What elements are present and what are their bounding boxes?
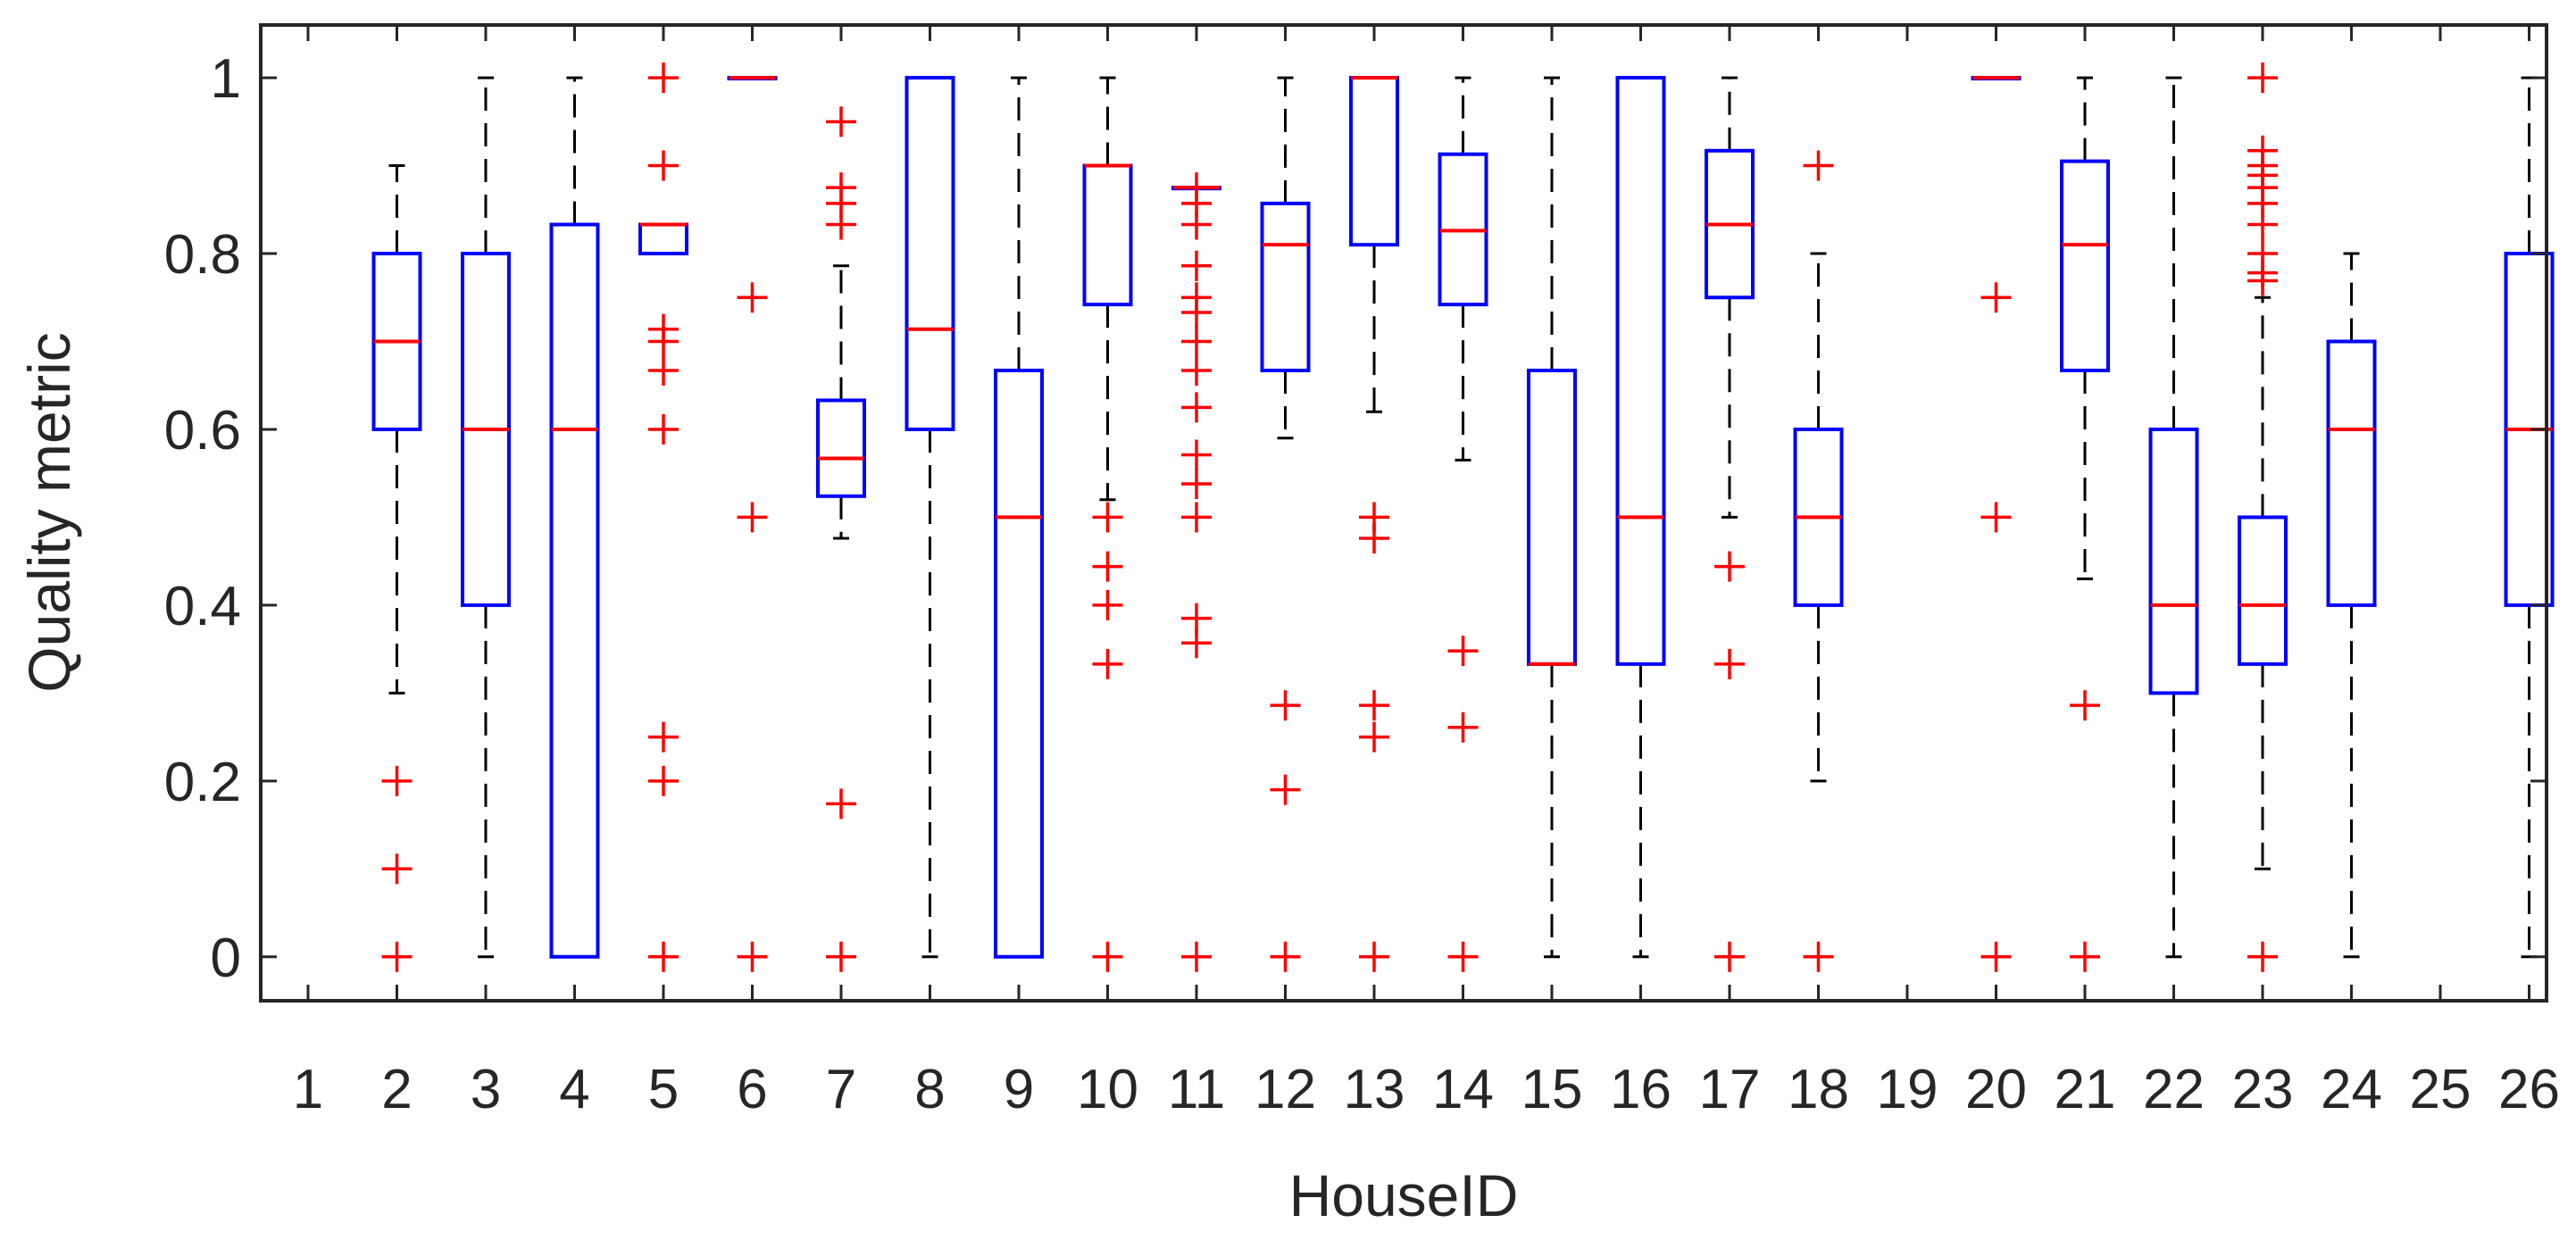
box [1615, 76, 1666, 666]
x-tick-label: 15 [1521, 1059, 1583, 1120]
box-group-14 [1438, 76, 1488, 972]
box-group-6 [727, 76, 778, 972]
box-group-8 [905, 76, 955, 959]
y-tick-label: 0 [211, 928, 241, 989]
box [1260, 201, 1311, 372]
box-group-4 [549, 76, 600, 959]
box-group-18 [1793, 150, 1844, 972]
y-axis-label: Quality metric [16, 332, 82, 692]
box-group-26 [2504, 76, 2555, 959]
x-axis-label: HouseID [1289, 1162, 1519, 1228]
box-group-23 [2238, 62, 2288, 972]
box [2148, 427, 2199, 695]
x-tick-label: 7 [826, 1059, 856, 1120]
box-group-9 [994, 76, 1044, 959]
box-group-5 [638, 62, 688, 972]
box [2326, 339, 2377, 607]
x-tick-label: 13 [1344, 1059, 1405, 1120]
x-tick-label: 10 [1077, 1059, 1138, 1120]
x-tick-label: 6 [737, 1059, 767, 1120]
x-tick-label: 16 [1610, 1059, 1671, 1120]
x-tick-label: 26 [2498, 1059, 2560, 1120]
y-tick-label: 0.8 [164, 224, 241, 286]
box-group-22 [2148, 76, 2199, 959]
box-group-11 [1171, 172, 1221, 972]
x-tick-label: 24 [2321, 1059, 2382, 1120]
axes-frame [259, 23, 2548, 1003]
y-tick-label: 0.2 [164, 752, 241, 813]
chart-marks [371, 62, 2555, 972]
x-tick-label: 8 [914, 1059, 945, 1120]
x-tick-label: 25 [2410, 1059, 2472, 1120]
box-group-2 [371, 164, 422, 972]
box [1082, 163, 1133, 307]
box-group-10 [1082, 76, 1133, 972]
box-group-16 [1615, 76, 1666, 959]
x-tick-label: 9 [1004, 1059, 1034, 1120]
y-tick-label: 0.4 [164, 576, 241, 637]
box-group-7 [816, 106, 866, 972]
box [549, 222, 600, 959]
x-tick-label: 20 [1965, 1059, 2027, 1120]
x-tick-label: 4 [559, 1059, 589, 1120]
x-tick-label: 23 [2232, 1059, 2294, 1120]
box-group-20 [1971, 76, 2022, 972]
x-tick-label: 14 [1432, 1059, 1494, 1120]
box-group-17 [1705, 76, 1755, 972]
box [994, 368, 1044, 959]
x-tick-label: 21 [2055, 1059, 2116, 1120]
x-tick-label: 3 [471, 1059, 501, 1120]
x-tick-label: 19 [1877, 1059, 1938, 1120]
x-tick-label: 12 [1255, 1059, 1316, 1120]
box-group-13 [1349, 76, 1399, 972]
box-group-21 [2060, 76, 2110, 972]
x-tick-label: 17 [1699, 1059, 1761, 1120]
x-tick-label: 22 [2143, 1059, 2205, 1120]
y-tick-label: 0.6 [164, 400, 241, 462]
box [1349, 76, 1399, 247]
x-tick-label: 2 [381, 1059, 412, 1120]
box [638, 222, 688, 256]
box-group-12 [1260, 76, 1311, 972]
box-group-15 [1527, 76, 1577, 959]
box-group-24 [2326, 252, 2377, 959]
x-tick-label: 18 [1788, 1059, 1849, 1120]
box [2060, 159, 2110, 372]
box [905, 76, 955, 431]
box [816, 398, 866, 498]
x-tick-label: 1 [293, 1059, 323, 1120]
x-tick-label: 5 [648, 1059, 679, 1120]
chart-ticks: 00.20.40.60.811 2 3 4 5 6 7 8 9 10 11 12 13 14 15 16 17 1… [164, 25, 2560, 1120]
y-tick-label: 1 [211, 48, 241, 110]
x-tick-label: 11 [1168, 1059, 1225, 1120]
box [1527, 368, 1577, 666]
box-group-3 [461, 76, 511, 959]
box [2238, 515, 2288, 666]
